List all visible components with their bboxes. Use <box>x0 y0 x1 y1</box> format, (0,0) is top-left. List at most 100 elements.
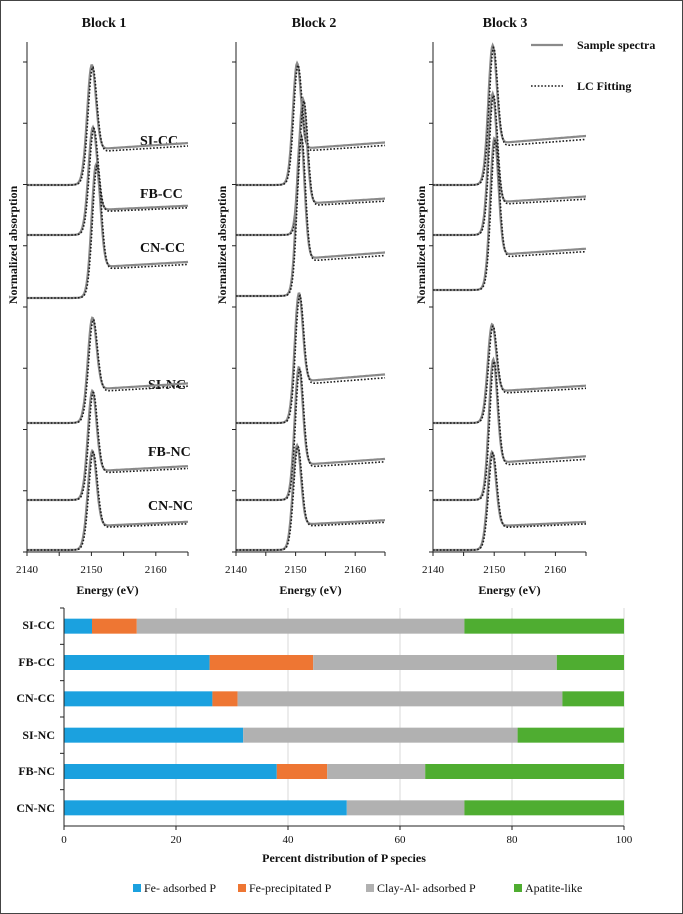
bar-segment <box>556 655 624 670</box>
xanes-legend: Sample spectra LC Fitting <box>531 38 655 93</box>
spectrum-sample-curve <box>433 322 586 425</box>
category-label-cn-cc: CN-CC <box>16 691 55 705</box>
bar-x-tick-label: 20 <box>171 834 183 846</box>
bar-segment <box>64 800 347 816</box>
category-label-cn-nc: CN-NC <box>16 801 55 815</box>
category-label-fb-nc: FB-NC <box>18 764 55 778</box>
spectrum-sample-curve <box>433 136 587 292</box>
spectrum-fit-curve <box>27 163 189 299</box>
spectrum-sample-curve <box>236 60 385 187</box>
legend-label-fe-precipitated: Fe-precipitated P <box>249 881 332 895</box>
xanes-x-tick-label: 2140 <box>16 564 39 576</box>
xanes-x-tick-label: 2160 <box>544 564 567 576</box>
spectrum-fit-curve <box>433 139 587 291</box>
bar-segment <box>464 800 624 816</box>
bar-segment <box>313 655 557 670</box>
xanes-x-axis-label: Energy (eV) <box>76 583 138 597</box>
xanes-x-tick-label: 2150 <box>483 564 506 576</box>
bar-gridlines: 0 20 40 60 80 100 <box>60 607 633 846</box>
bar-segment <box>327 764 426 779</box>
spectrum-fit-curve <box>433 93 586 236</box>
spectrum-sample-curve <box>236 96 385 237</box>
xanes-x-tick-label: 2140 <box>422 564 445 576</box>
bar-x-tick-label: 40 <box>283 834 295 846</box>
bar-segment <box>464 618 624 634</box>
xanes-x-axis-label: Energy (eV) <box>279 583 341 597</box>
spectrum-sample-curve <box>27 124 189 237</box>
bar-segment <box>425 764 624 779</box>
xanes-x-tick-label: 2160 <box>344 564 367 576</box>
bar-segment <box>243 727 518 743</box>
spectrum-fit-curve <box>236 63 386 186</box>
legend-fit-label: LC Fitting <box>577 79 631 93</box>
block-3-title: Block 3 <box>483 16 528 31</box>
spectrum-fit-curve <box>236 368 385 501</box>
bar-chart: 0 20 40 60 80 100 SI-CC FB-CC CN-CC SI-NC FB-… <box>16 607 633 895</box>
legend-swatch-fe-precipitated <box>238 884 246 892</box>
spectrum-sample-curve <box>433 356 586 502</box>
bar-x-tick-label: 60 <box>395 834 407 846</box>
bar-segment <box>64 618 92 634</box>
spectrum-sample-curve <box>236 131 385 298</box>
bar-segment <box>346 800 465 816</box>
spectrum-fit-curve <box>27 391 188 501</box>
bar-segment <box>64 727 244 743</box>
spectrum-fit-curve <box>433 452 586 551</box>
bar-segments <box>64 618 624 816</box>
bar-x-tick-label: 100 <box>616 834 633 846</box>
xanes-x-tick-label: 2160 <box>145 564 168 576</box>
spectrum-fit-curve <box>236 133 386 297</box>
bar-segment <box>64 691 213 707</box>
bar-segment <box>562 691 624 707</box>
xanes-panel: Block 1 Block 2 Block 3 Sample spectra L… <box>6 16 655 597</box>
legend-label-fe-adsorbed: Fe- adsorbed P <box>144 881 216 895</box>
block-3-ylabel: Normalized absorption <box>414 186 428 305</box>
spectrum-fit-curve <box>236 98 386 236</box>
spectrum-fit-curve <box>27 451 188 551</box>
spectrum-sample-curve <box>27 448 188 552</box>
sample-label-fb-cc: FB-CC <box>140 187 183 202</box>
bar-segment <box>517 727 624 743</box>
legend-swatch-apatite <box>514 884 522 892</box>
sample-label-fb-nc: FB-NC <box>148 445 191 460</box>
bar-segment <box>237 691 563 707</box>
legend-label-apatite: Apatite-like <box>525 881 582 895</box>
spectrum-sample-curve <box>236 292 386 425</box>
legend-swatch-fe-adsorbed <box>133 884 141 892</box>
bar-segment <box>136 618 465 634</box>
bar-x-tick-label: 80 <box>507 834 519 846</box>
sample-label-cn-nc: CN-NC <box>148 499 193 514</box>
spectrum-sample-curve <box>433 449 587 552</box>
spectrum-sample-curve <box>433 42 586 187</box>
spectrum-fit-curve <box>236 294 386 424</box>
xanes-x-tick-label: 2140 <box>225 564 248 576</box>
block-2-title: Block 2 <box>292 16 337 31</box>
spectrum-fit-curve <box>27 126 188 236</box>
category-label-fb-cc: FB-CC <box>18 655 55 669</box>
spectrum-sample-curve <box>236 365 386 502</box>
bar-segment <box>92 618 137 634</box>
sample-label-cn-cc: CN-CC <box>140 241 185 256</box>
category-label-si-nc: SI-NC <box>22 728 55 742</box>
bar-segment <box>209 655 314 670</box>
spectrum-fit-curve <box>236 444 385 551</box>
xanes-x-axis-label: Energy (eV) <box>478 583 540 597</box>
legend-label-clay-al: Clay-Al- adsorbed P <box>377 881 476 895</box>
spectrum-fit-curve <box>433 45 586 186</box>
spectrum-fit-curve <box>433 325 586 424</box>
legend-swatch-clay-al <box>366 884 374 892</box>
category-label-si-cc: SI-CC <box>22 618 55 632</box>
spectrum-sample-curve <box>27 64 189 187</box>
bar-segment <box>64 655 210 670</box>
bar-segment <box>64 764 277 779</box>
bar-segment <box>212 691 238 707</box>
spectrum-fit-curve <box>27 65 188 186</box>
xanes-x-tick-label: 2150 <box>80 564 103 576</box>
spectrum-sample-curve <box>433 90 586 237</box>
bar-segment <box>276 764 328 779</box>
block-2-ylabel: Normalized absorption <box>215 186 229 305</box>
spectrum-sample-curve <box>27 316 188 425</box>
bar-x-tick-label: 0 <box>61 834 67 846</box>
block-1-ylabel: Normalized absorption <box>6 186 20 305</box>
